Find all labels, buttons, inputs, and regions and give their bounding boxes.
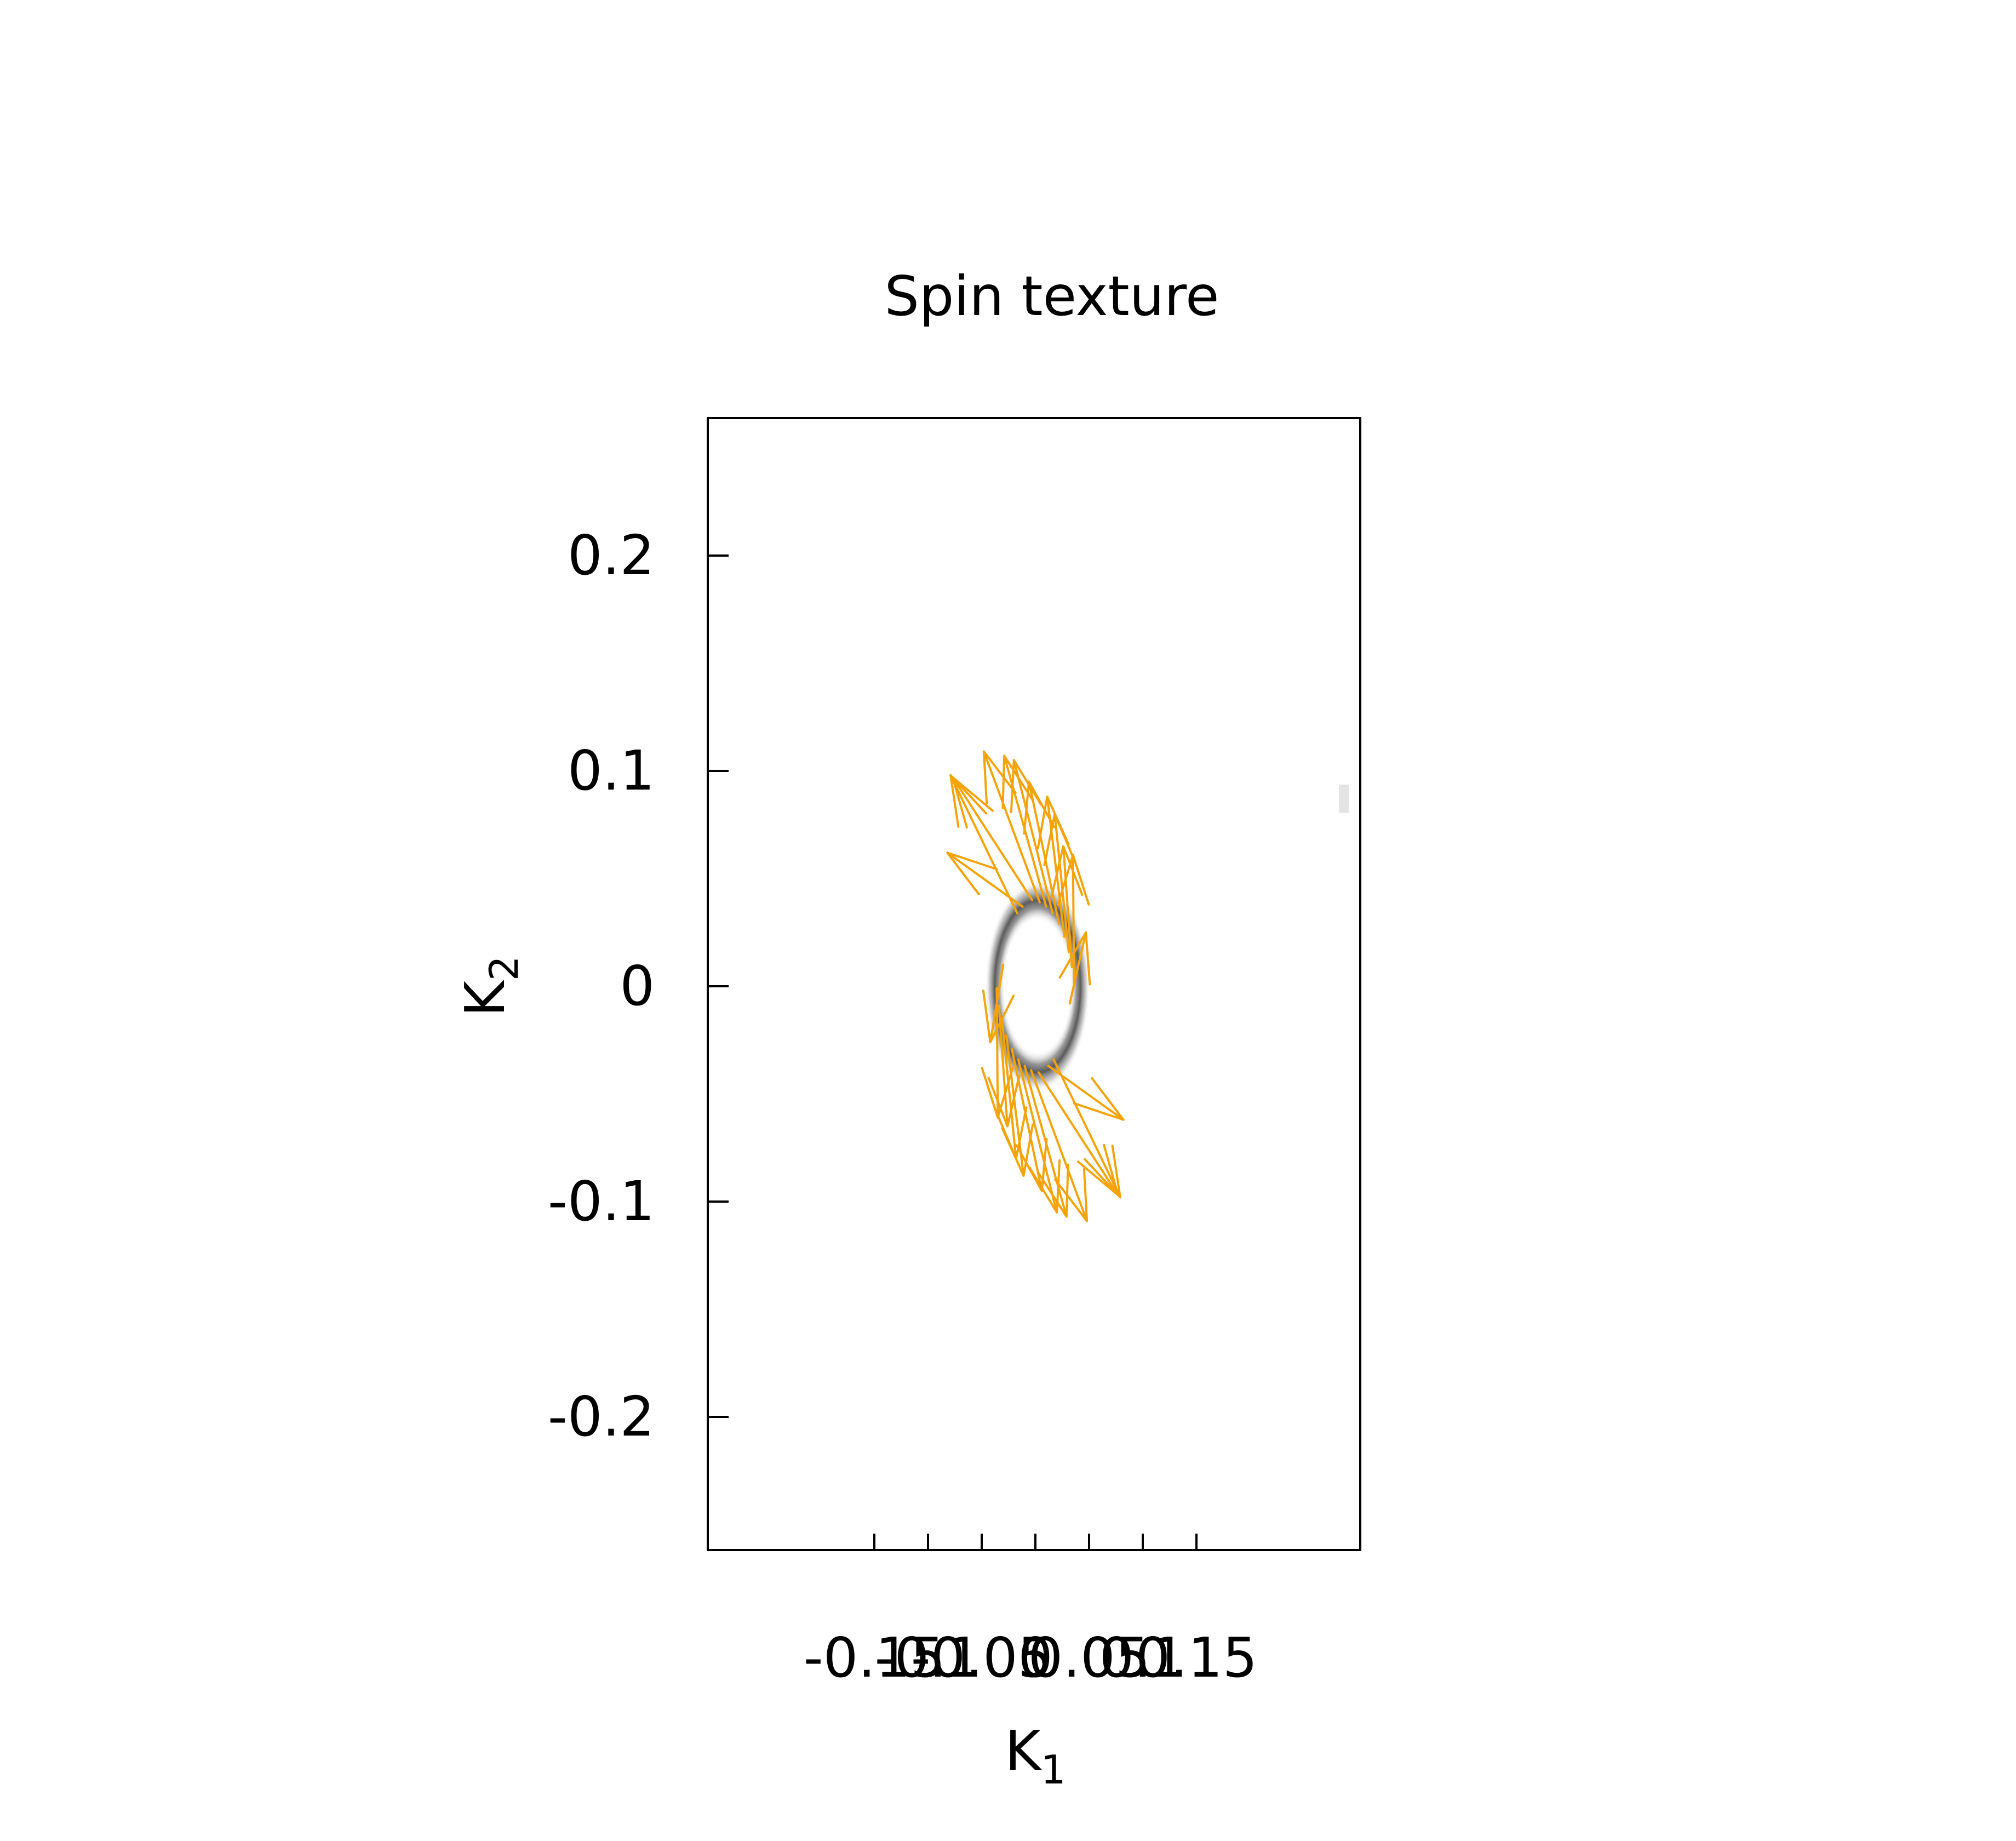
spin-arrow-shaft [949,774,1018,914]
spin-arrow [1010,1047,1048,1192]
spin-arrow-shaft [1017,1058,1058,1214]
x-axis-label: K1 [1005,1719,1066,1793]
y-tick-label: 0.1 [568,739,655,803]
spin-arrow-shaft [1068,931,1087,1005]
spin-arrow-shaft [1037,1071,1119,1197]
x-tick-label: -0.15 [804,1626,946,1690]
spin-arrow [994,1019,1028,1160]
spin-arrow-head [1084,1145,1121,1199]
spin-arrow [952,776,1034,901]
spin-arrow-head [1073,1077,1125,1121]
y-tick-label: 0 [620,954,655,1018]
spin-arrow-head [982,750,1017,805]
spin-arrow-head [982,990,1015,1044]
spin-arrow-head [987,1074,1021,1128]
spin-arrow-head [1010,759,1043,814]
x-tick-label: 0.15 [1136,1626,1258,1690]
spin-arrow [1017,1058,1061,1214]
spin-arrow-shaft [1010,1047,1043,1192]
spin-arrow-head [1015,1137,1048,1192]
y-axis: 0.2 0.1 0 -0.1 -0.2 [548,523,729,1449]
spin-arrow-shaft [1028,780,1061,925]
x-axis-label-sub: 1 [1041,1747,1066,1793]
spin-arrow-head [946,851,998,896]
spin-arrow-head [981,1066,1014,1119]
x-tick-label: -0.05 [911,1626,1053,1690]
chart-title: Spin texture [884,264,1219,328]
spin-arrow-head [949,774,987,828]
spin-arrow [1052,1058,1121,1199]
spin-arrow-head [994,1106,1028,1160]
spin-arrow [982,963,1015,1044]
spin-arrow-shaft [995,987,999,1119]
y-tick-label: -0.2 [548,1385,655,1449]
spin-arrow [1023,780,1061,925]
edge-artifact [1339,785,1349,813]
x-axis-label-base: K [1005,1719,1042,1783]
spin-arrow-head [1023,780,1056,835]
spin-arrow-shaft [1030,1069,1089,1222]
spin-arrow [1037,1071,1119,1197]
spin-arrow-shaft [1001,1019,1017,1160]
spin-arrow-shaft [1052,1058,1121,1199]
x-tick-label: -0.1 [874,1626,981,1690]
spin-arrow [1030,1069,1089,1222]
y-axis-label-sub: 2 [481,956,527,981]
spin-arrow-shaft [1053,813,1070,953]
spin-arrow-shaft [952,776,1034,901]
spin-arrow-head [1037,1163,1069,1218]
spin-arrow [981,987,1014,1119]
spin-arrow-shaft [1062,845,1073,968]
spin-arrow-head [1058,931,1091,986]
spin-arrow [1058,931,1091,1005]
spin-arrow [1057,854,1090,986]
spin-arrow [949,774,1018,914]
y-axis-label: K2 [453,956,527,1016]
spin-arrow-shaft [1046,796,1066,938]
spin-arrow-shaft [1072,854,1075,986]
spin-arrow-head [1001,754,1034,809]
spin-arrow-shaft [982,750,1041,904]
spin-arrow-head [1057,854,1090,906]
spin-arrow [1050,845,1084,968]
spin-arrow-shaft [989,963,1005,1044]
plot-area [946,750,1349,1222]
x-tick-label: 0.1 [1099,1626,1186,1690]
spin-arrow [1043,813,1076,953]
y-tick-label: 0.2 [568,523,655,587]
arrow-layer [946,750,1125,1222]
spin-arrow-head [1050,845,1084,899]
plot-frame [707,417,1361,1551]
y-axis-label-base: K [453,980,517,1017]
spin-arrow [987,1004,1021,1128]
spin-arrow-head [1043,813,1076,866]
x-tick-label: 0 [1018,1626,1053,1690]
spin-arrow-shaft [1005,1034,1025,1177]
spin-arrow-shaft [1012,759,1054,914]
spin-arrow [982,750,1041,904]
spin-arrow-head [1054,1168,1089,1222]
spin-arrow [1010,759,1054,914]
spin-arrow-head [1028,1159,1061,1214]
y-tick-label: -0.1 [548,1169,655,1233]
x-tick-label: 0.05 [1028,1626,1150,1690]
spin-arrow-shaft [998,1004,1009,1128]
